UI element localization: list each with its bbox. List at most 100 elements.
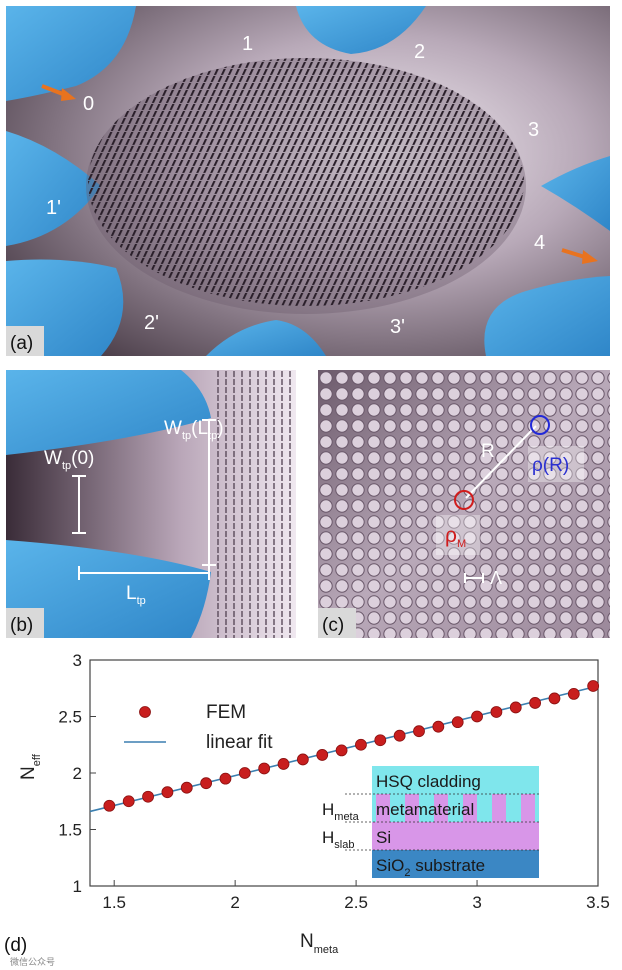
y-tick-label: 2.5 <box>58 708 82 727</box>
panel-label-d: (d) <box>4 935 27 956</box>
y-axis-label: Neff <box>18 753 43 780</box>
fem-data-point <box>335 744 348 757</box>
substrate-label: SiO2 substrate <box>376 856 485 879</box>
waveguide-region <box>206 320 326 356</box>
metamaterial-layer <box>372 794 539 822</box>
h-slab-label: Hslab <box>322 828 354 851</box>
panel-tag-box <box>318 608 356 638</box>
fem-points <box>103 680 600 812</box>
port-label-3-prime: 3' <box>390 316 405 338</box>
x-tick-label: 1.5 <box>102 893 126 912</box>
panel-a-figure: 0 1 2 3 4 1' 2' 3' (a) <box>6 6 610 356</box>
fem-data-point <box>296 753 309 766</box>
panel-c-figure: R ρ(R) ρM Λ (c) <box>318 370 610 638</box>
si-layer <box>372 822 539 850</box>
rho-m-label: ρM <box>445 524 466 550</box>
panel-c-pillar-lattice: R ρ(R) ρM Λ (c) <box>318 370 610 638</box>
r-label: R <box>481 441 495 462</box>
fem-data-point <box>393 729 406 742</box>
fem-data-point <box>161 786 174 799</box>
port-label-3: 3 <box>528 119 539 141</box>
taper-bottom-waveguide <box>6 540 211 638</box>
lambda-label: Λ <box>490 568 502 588</box>
waveguide-region <box>6 6 136 101</box>
port-label-1: 1 <box>242 33 253 55</box>
panel-label-a: (a) <box>10 333 33 354</box>
rho-m-marker <box>454 490 474 510</box>
l-tp-label: Ltp <box>126 583 146 607</box>
waveguide-region <box>541 156 610 231</box>
x-tick-label: 2.5 <box>344 893 368 912</box>
h-meta-label: Hmeta <box>322 800 360 823</box>
rho-r-box <box>528 446 584 482</box>
y-tick-label: 1.5 <box>58 821 82 840</box>
fem-data-point <box>122 795 135 808</box>
legend-fit-label: linear fit <box>206 732 273 753</box>
panel-d-chart: 1.5 2 2.5 3 3.5 1 1.5 2 2.5 3 FEM linear fit <box>0 645 622 970</box>
x-tick-label: 3.5 <box>586 893 610 912</box>
y-tick-label: 3 <box>73 651 82 670</box>
fem-data-point <box>374 734 387 747</box>
fem-data-point <box>490 706 503 718</box>
waveguide-region <box>484 276 610 356</box>
panel-label-b: (b) <box>10 615 33 636</box>
fem-data-point <box>180 781 193 794</box>
axis-ticks: 1.5 2 2.5 3 3.5 1 1.5 2 2.5 3 <box>58 651 609 912</box>
fem-data-point <box>219 772 232 785</box>
fem-data-point <box>277 758 290 770</box>
waveguide-region <box>296 6 426 54</box>
radius-line <box>465 425 537 499</box>
fem-data-point <box>471 710 483 723</box>
lattice-constant-marker <box>464 573 484 583</box>
panel-tag-box <box>6 326 44 356</box>
metamaterial-pillar-array <box>88 58 524 306</box>
panel-b-figure: Wtp(0) Wtp(Ltp) Ltp (b) <box>6 370 296 638</box>
rho-r-label: ρ(R) <box>532 455 569 476</box>
x-tick-label: 3 <box>472 893 481 912</box>
output-arrow-icon <box>561 248 598 264</box>
l-tp-dimension <box>78 566 210 580</box>
port-label-1-prime: 1' <box>46 197 61 219</box>
taper-top-waveguide <box>6 370 211 455</box>
fem-data-point <box>587 680 600 692</box>
rho-m-box <box>436 515 480 555</box>
w-tp-0-label: Wtp(0) <box>44 448 94 472</box>
sio2-substrate-layer <box>372 850 539 878</box>
x-axis-label: Nmeta <box>300 931 339 956</box>
legend: FEM linear fit <box>124 702 273 753</box>
watermark-text: 微信公众号 <box>10 956 55 968</box>
fem-data-point <box>238 767 251 779</box>
metamaterial-edge <box>211 370 296 638</box>
port-label-0: 0 <box>83 93 94 115</box>
panel-label-c: (c) <box>322 615 344 636</box>
fem-data-point <box>509 701 522 714</box>
fem-data-point <box>200 777 213 790</box>
legend-fem-label: FEM <box>206 702 246 723</box>
legend-fem-marker <box>139 706 151 718</box>
waveguide-region <box>6 131 101 246</box>
w-tp-l-dimension <box>202 419 216 566</box>
port-label-2: 2 <box>414 41 425 63</box>
fem-data-point <box>355 738 367 751</box>
fem-data-point <box>432 720 445 733</box>
hsq-cladding-layer <box>372 766 539 794</box>
y-tick-label: 1 <box>73 877 82 896</box>
fem-data-point <box>258 762 271 775</box>
fem-data-point <box>413 725 425 738</box>
layer-stack-inset: HSQ cladding metamaterial Si SiO2 substr… <box>322 766 539 879</box>
port-label-2-prime: 2' <box>144 312 159 334</box>
input-arrow-icon <box>41 84 76 101</box>
y-tick-label: 2 <box>73 764 82 783</box>
rho-r-marker <box>530 415 550 435</box>
neff-vs-nmeta-chart: 1.5 2 2.5 3 3.5 1 1.5 2 2.5 3 FEM linear fit <box>4 651 610 968</box>
cladding-label: HSQ cladding <box>376 772 481 791</box>
x-tick-label: 2 <box>230 893 239 912</box>
si-label: Si <box>376 828 391 847</box>
fem-data-point <box>548 692 561 705</box>
w-tp-0-dimension <box>72 475 86 534</box>
pillar-lattice <box>318 370 610 638</box>
port-label-4: 4 <box>534 232 545 254</box>
w-tp-l-label: Wtp(Ltp) <box>164 418 224 442</box>
fem-data-point <box>103 799 116 812</box>
fem-data-point <box>316 749 329 761</box>
